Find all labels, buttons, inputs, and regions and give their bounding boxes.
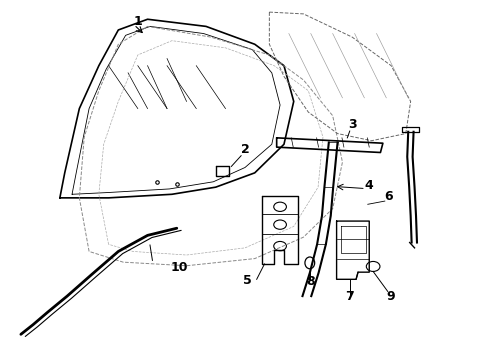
Text: 9: 9 xyxy=(387,290,395,303)
Text: 5: 5 xyxy=(243,274,252,287)
Text: 2: 2 xyxy=(241,143,249,156)
Text: 1: 1 xyxy=(133,14,142,27)
Text: 10: 10 xyxy=(171,261,188,274)
Text: 4: 4 xyxy=(365,179,373,192)
Text: 7: 7 xyxy=(345,290,354,303)
Text: 8: 8 xyxy=(306,275,315,288)
Text: 3: 3 xyxy=(348,118,357,131)
Text: 6: 6 xyxy=(385,190,393,203)
